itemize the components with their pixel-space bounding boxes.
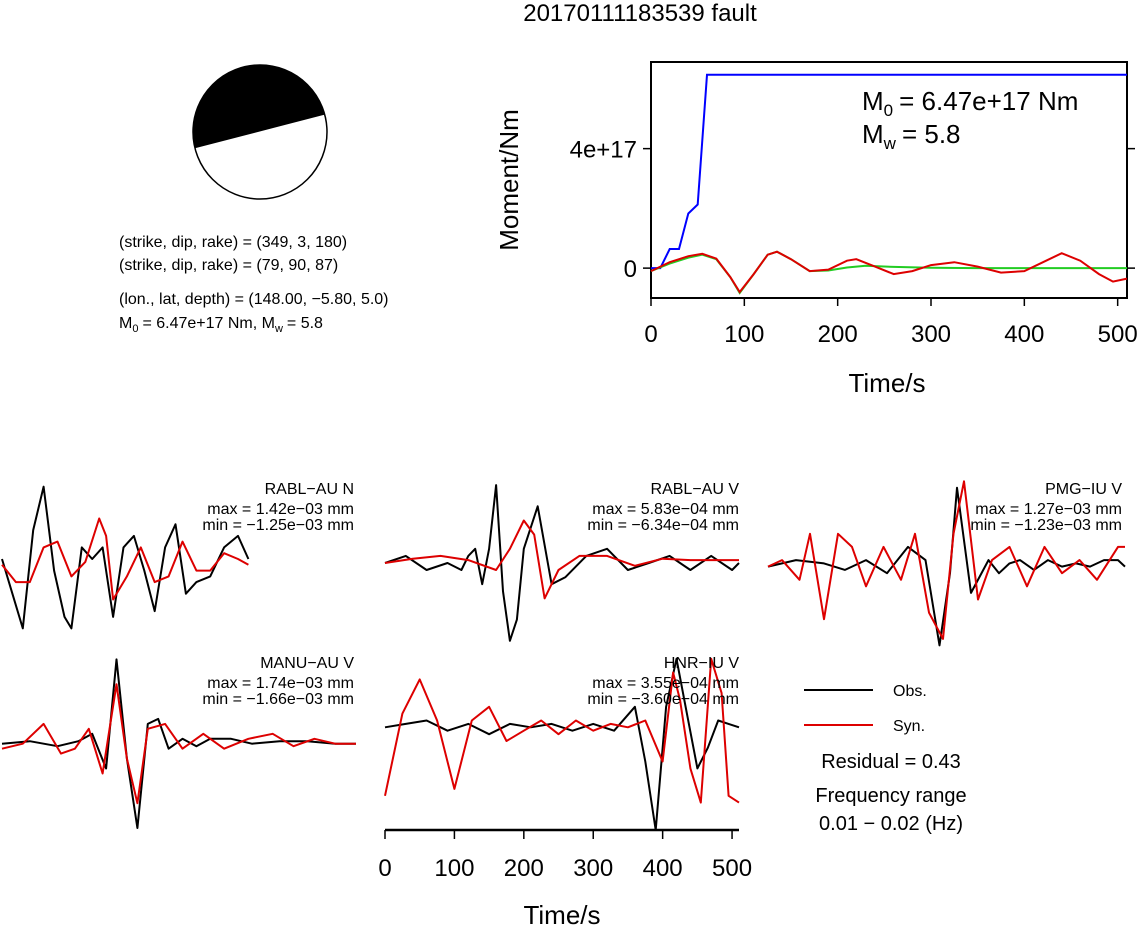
synthetic-trace (1, 517, 249, 601)
moment-mw-value: = 5.8 (902, 119, 961, 149)
legend-obs-label: Obs. (893, 683, 927, 700)
beachball (192, 64, 328, 200)
moment-m0-value: = 6.47e+17 Nm (899, 86, 1078, 116)
moment-series-group (650, 73, 1128, 295)
waveform-x-axis-label: Time/s (523, 900, 600, 927)
mw-text: = 5.8 (287, 315, 323, 332)
station-name: HNR−IU V (664, 655, 739, 672)
figure-title: 20170111183539 fault (523, 0, 757, 27)
moment-m0-letter: M (862, 86, 884, 116)
waveform-x-tick-label: 100 (434, 855, 474, 882)
max-amplitude-label: max = 1.42e−03 mm (207, 501, 354, 518)
max-amplitude-label: max = 5.83e−04 mm (592, 501, 739, 518)
frequency-range-title: Frequency range (815, 785, 966, 807)
station-name: RABL−AU N (265, 481, 354, 498)
mechanism-line-2: (strike, dip, rake) = (79, 90, 87) (119, 257, 338, 274)
station-name: PMG−IU V (1045, 481, 1122, 498)
min-amplitude-label: min = −1.25e−03 mm (202, 517, 354, 534)
moment-x-tick-label: 300 (911, 321, 951, 348)
mw-subscript: w (274, 323, 283, 335)
moment-mw-annotation: Mw = 5.8 (862, 119, 961, 153)
observed-trace (767, 486, 1126, 647)
m0-letter: M (119, 315, 132, 332)
observed-trace (384, 657, 740, 831)
m0-subscript: 0 (132, 323, 138, 335)
moment-m0-subscript: 0 (884, 101, 893, 120)
waveform-x-tick-label: 200 (504, 855, 544, 882)
moment-x-tick-label: 200 (818, 321, 858, 348)
waveform-x-tick-label: 500 (712, 855, 752, 882)
moment-series-2 (650, 250, 1128, 294)
residual-label: Residual = 0.43 (821, 751, 961, 773)
mechanism-line-1: (strike, dip, rake) = (349, 3, 180) (119, 234, 347, 251)
station-name: RABL−AU V (651, 481, 740, 498)
mechanism-line-3: (lon., lat, depth) = (148.00, −5.80, 5.0… (119, 291, 389, 308)
min-amplitude-label: min = −1.23e−03 mm (970, 517, 1122, 534)
synthetic-trace (384, 657, 740, 804)
waveform-x-tick-label: 0 (378, 855, 391, 882)
synthetic-trace (767, 480, 1125, 640)
moment-axes-group: 0 100 200 300 400 500 0 4e+17 (570, 137, 1137, 348)
moment-mw-subscript: w (883, 134, 897, 153)
moment-x-tick-label: 100 (724, 321, 764, 348)
min-amplitude-label: min = −3.60e−04 mm (587, 691, 739, 708)
moment-y-tick-label: 0 (624, 256, 637, 283)
moment-y-tick-label: 4e+17 (570, 137, 637, 164)
frequency-range-value: 0.01 − 0.02 (Hz) (819, 813, 963, 835)
min-amplitude-label: min = −6.34e−04 mm (587, 517, 739, 534)
legend: Obs. Syn. (804, 683, 927, 735)
beachball-compression-quadrant (193, 65, 325, 149)
moment-y-axis-label: Moment/Nm (494, 109, 524, 251)
moment-x-tick-label: 0 (644, 321, 657, 348)
moment-x-tick-label: 500 (1098, 321, 1137, 348)
max-amplitude-label: max = 1.27e−03 mm (975, 501, 1122, 518)
legend-syn-label: Syn. (893, 718, 925, 735)
mechanism-moment-line: M0 = 6.47e+17 Nm, Mw = 5.8 (119, 315, 323, 335)
waveform-x-tick-label: 300 (573, 855, 613, 882)
synthetic-trace (1, 683, 356, 805)
waveform-x-tick-label: 400 (643, 855, 683, 882)
moment-mw-letter: M (862, 119, 884, 149)
observed-trace (1, 485, 250, 630)
moment-plot-frame (650, 61, 1128, 299)
observed-trace (384, 484, 740, 642)
station-name: MANU−AU V (260, 655, 354, 672)
min-amplitude-label: min = −1.66e−03 mm (202, 691, 354, 708)
moment-m0-annotation: M0 = 6.47e+17 Nm (862, 86, 1078, 120)
max-amplitude-label: max = 1.74e−03 mm (207, 675, 354, 692)
m0-text: = 6.47e+17 Nm, M (142, 315, 275, 332)
waveform-time-axis: 0 100 200 300 400 500 (378, 828, 752, 882)
max-amplitude-label: max = 3.55e−04 mm (592, 675, 739, 692)
moment-x-tick-label: 400 (1004, 321, 1044, 348)
moment-x-axis-label: Time/s (848, 368, 925, 398)
synthetic-trace (384, 519, 739, 600)
